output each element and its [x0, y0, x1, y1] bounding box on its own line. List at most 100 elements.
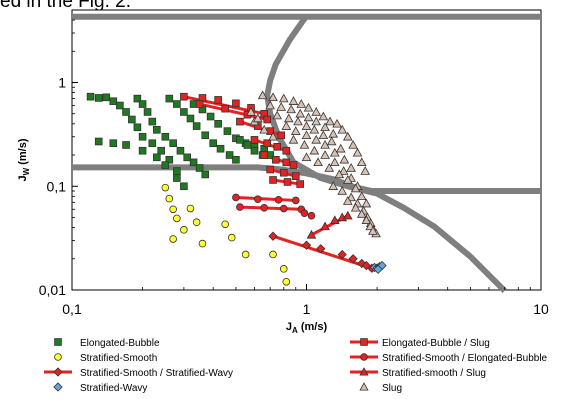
- data-point: [299, 140, 310, 149]
- data-point: [143, 108, 152, 116]
- legend-label: Elongated-Bubble / Slug: [382, 338, 490, 349]
- data-point: [338, 166, 349, 175]
- data-point: [303, 112, 314, 122]
- data-point: [138, 132, 147, 141]
- data-point: [337, 124, 348, 134]
- data-point: [180, 182, 188, 191]
- data-point: [94, 137, 103, 146]
- series-elongated-bubble-slug: [180, 92, 304, 188]
- series-stratified-smooth-elongated-bubble: [232, 193, 316, 220]
- data-point: [209, 139, 217, 148]
- data-point: [221, 104, 229, 113]
- data-point: [368, 226, 378, 235]
- data-point: [352, 147, 363, 157]
- legend-marker: [360, 338, 368, 346]
- data-point: [268, 231, 278, 241]
- data-point: [232, 99, 240, 108]
- data-point: [173, 100, 181, 108]
- data-point: [342, 131, 353, 141]
- data-point: [328, 128, 339, 138]
- caption-text: ed in the Fig. 2.: [0, 0, 131, 12]
- data-point: [195, 164, 204, 172]
- data-point: [279, 204, 288, 213]
- data-point: [337, 249, 347, 260]
- legend-label: Stratified-Wavy: [80, 383, 147, 394]
- data-point: [356, 157, 367, 167]
- data-point: [254, 195, 262, 204]
- series-slug: [246, 90, 381, 238]
- data-point: [173, 167, 181, 175]
- data-point: [346, 163, 356, 172]
- data-point: [180, 226, 188, 234]
- data-point: [296, 180, 304, 188]
- data-point: [266, 165, 274, 174]
- series-stratified-wavy: [369, 260, 387, 275]
- data-point: [169, 139, 177, 148]
- data-point: [268, 92, 278, 102]
- data-point: [165, 155, 174, 164]
- data-point: [328, 181, 339, 190]
- legend-item: Stratified-Smooth: [54, 353, 157, 364]
- data-point: [291, 172, 300, 181]
- data-point: [279, 265, 288, 273]
- data-point: [221, 220, 229, 229]
- data-point: [165, 94, 174, 103]
- data-point: [116, 101, 124, 110]
- data-point: [201, 131, 210, 140]
- data-point: [192, 122, 201, 130]
- data-point: [180, 92, 188, 101]
- data-point: [320, 221, 330, 231]
- legend-label: Stratified-Smooth / Stratified-Wavy: [80, 368, 233, 379]
- data-point: [311, 134, 322, 144]
- data-point: [320, 150, 330, 159]
- data-point: [260, 151, 268, 159]
- data-point: [283, 113, 294, 123]
- data-point: [303, 102, 314, 112]
- data-point: [246, 107, 256, 116]
- data-point: [195, 100, 204, 108]
- data-point: [342, 196, 353, 205]
- data-point: [236, 136, 244, 144]
- data-point: [236, 117, 244, 126]
- y-tick-label: 0,01: [39, 282, 66, 298]
- legend-marker: [54, 338, 62, 346]
- data-point: [225, 151, 234, 159]
- data-point: [348, 254, 358, 264]
- legend-item: Stratified-Wavy: [53, 382, 147, 394]
- data-point: [293, 116, 303, 126]
- data-point: [133, 123, 142, 132]
- data-point: [169, 205, 177, 214]
- data-point: [180, 108, 188, 116]
- connector-line-11: [271, 234, 374, 270]
- data-point: [286, 104, 296, 114]
- data-point: [128, 115, 136, 124]
- x-tick-label: 10: [533, 301, 549, 317]
- data-point: [334, 169, 345, 179]
- data-point: [356, 209, 367, 218]
- data-point: [272, 155, 280, 164]
- data-point: [259, 124, 270, 134]
- data-point: [342, 174, 353, 184]
- y-tick-label: 1: [58, 75, 66, 91]
- data-point: [263, 115, 272, 124]
- data-point: [350, 202, 361, 212]
- data-point: [186, 114, 195, 123]
- legend-item: Stratified-Smooth / Stratified-Wavy: [44, 367, 233, 379]
- legend-label: Stratified-Smooth: [80, 353, 157, 364]
- axes: 0,1 1 10 0,01 0,1 1 JA (m/s) JW (m/s): [17, 9, 549, 335]
- data-point: [311, 116, 322, 126]
- data-point: [332, 118, 342, 128]
- x-tick-label: 1: [303, 301, 311, 317]
- legend-item: Stratified-Smooth / Elongated-Bubble: [350, 353, 548, 364]
- data-point: [148, 117, 157, 126]
- connector-line-8: [234, 195, 298, 202]
- x-axis-label: JA (m/s): [286, 321, 328, 335]
- data-point: [260, 203, 268, 212]
- data-point: [122, 108, 130, 116]
- data-point: [301, 240, 312, 250]
- legend-label: Stratified-Smooth / Elongated-Bubble: [382, 353, 548, 364]
- legend-marker: [359, 382, 369, 391]
- data-point: [348, 140, 358, 149]
- legend-label: Slug: [382, 383, 402, 394]
- legend-item: Elongated-Bubble: [54, 338, 160, 349]
